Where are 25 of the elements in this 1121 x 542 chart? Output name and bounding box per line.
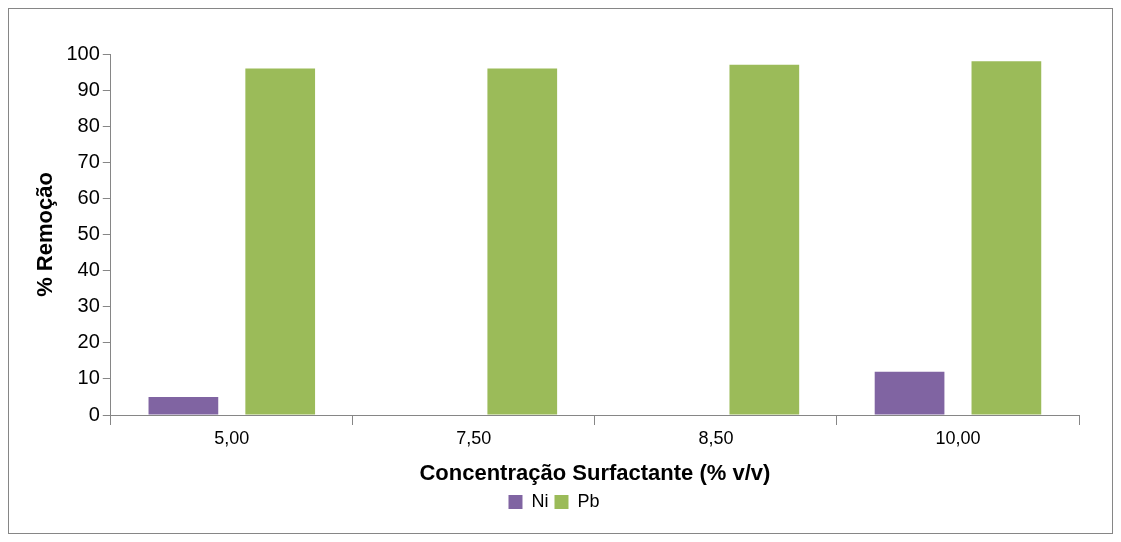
bar	[245, 68, 316, 415]
y-tick-label: 90	[77, 77, 100, 100]
x-tick-label: 8,50	[698, 427, 734, 448]
bar	[148, 396, 219, 415]
y-tick-label: 80	[77, 113, 100, 136]
y-tick-label: 30	[77, 294, 100, 317]
legend-label: Pb	[577, 490, 600, 511]
y-axis-title: % Remoção	[32, 172, 58, 297]
x-axis-title: Concentração Surfactante (% v/v)	[419, 459, 771, 485]
y-tick-label: 40	[77, 258, 100, 281]
y-tick-label: 20	[77, 330, 100, 353]
y-tick-label: 50	[77, 222, 100, 245]
x-tick-label: 10,00	[935, 427, 981, 448]
bar	[874, 371, 945, 415]
y-tick-label: 100	[66, 41, 100, 64]
y-tick-label: 10	[77, 366, 100, 389]
bar	[487, 68, 558, 415]
y-tick-label: 60	[77, 185, 100, 208]
y-tick-label: 0	[88, 402, 100, 425]
x-tick-label: 7,50	[456, 427, 492, 448]
x-tick-label: 5,00	[214, 427, 250, 448]
bar	[729, 64, 800, 415]
legend-label: Ni	[531, 490, 549, 511]
y-tick-label: 70	[77, 149, 100, 172]
bar	[971, 61, 1042, 415]
